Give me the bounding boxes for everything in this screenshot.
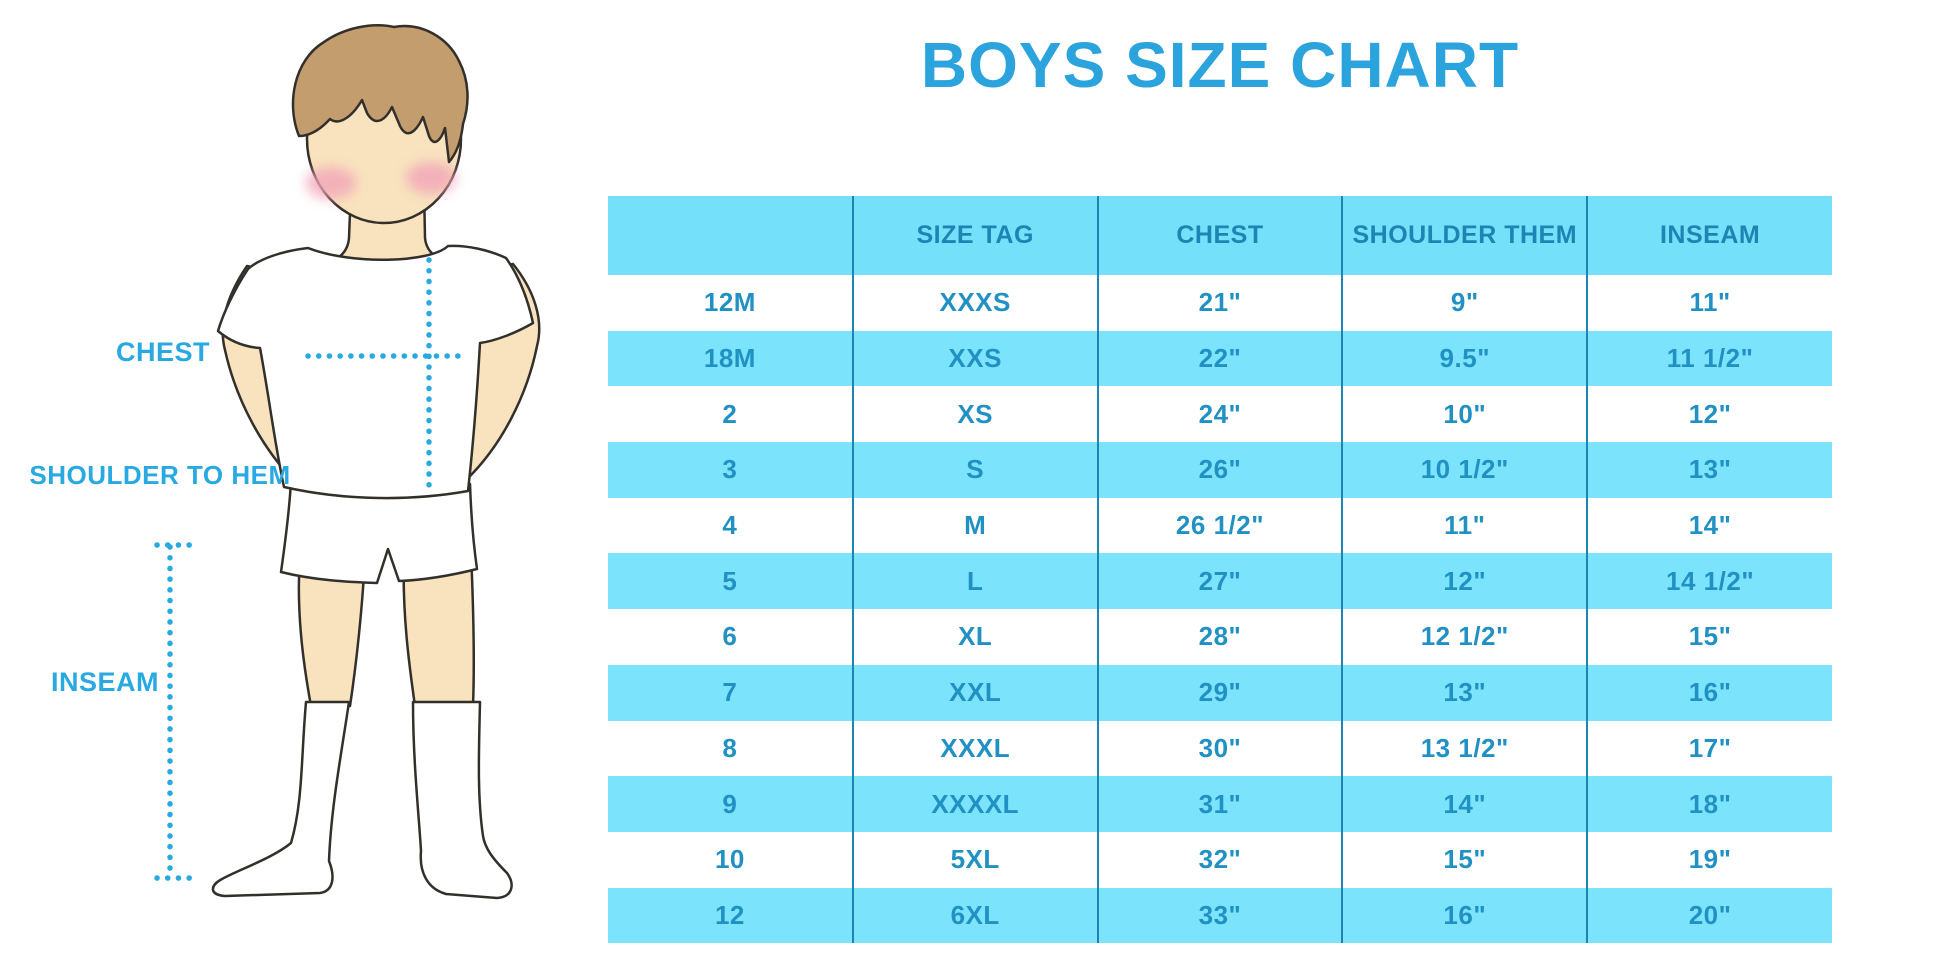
table-cell: 15" (1586, 609, 1832, 665)
table-cell: 13" (1586, 442, 1832, 498)
table-cell: L (851, 553, 1098, 610)
table-cell: 18M (608, 330, 853, 387)
page-title: BOYS SIZE CHART (920, 29, 1520, 101)
table-cell: 30" (1096, 720, 1343, 777)
table-cell: 24" (1096, 386, 1343, 443)
table-cell: 14" (1341, 776, 1588, 832)
table-cell: 10 1/2" (1341, 442, 1588, 498)
col-header-inseam: INSEAM (1586, 196, 1832, 275)
table-row: 2 XS 24" 10" 12" (608, 386, 1832, 443)
size-table-body: 12M XXXS 21" 9" 11" 18M XXS 22" 9.5" 11 1/2" 2 XS 24… (608, 275, 1832, 944)
table-header-row: SIZE TAG CHEST SHOULDER THEM INSEAM (608, 196, 1832, 275)
table-cell: 28" (1096, 609, 1343, 665)
table-row: 7 XXL 29" 13" 16" (608, 664, 1832, 721)
table-cell: 19" (1586, 831, 1832, 888)
table-cell: 2 (722, 398, 738, 429)
table-cell: 11" (1341, 497, 1588, 554)
table-row: 5 L 27" 12" 14 1/2" (608, 553, 1832, 610)
col-header-chest: CHEST (1096, 196, 1343, 275)
table-cell: 5 (608, 553, 853, 610)
col-header-size-tag: SIZE TAG (851, 196, 1098, 275)
table-cell: XXXXL (851, 776, 1098, 832)
table-cell: 33" (1096, 887, 1343, 944)
table-cell: 12" (1586, 386, 1832, 443)
table-row: 8 XXXL 30" 13 1/2" 17" (608, 720, 1832, 777)
table-cell: XXS (851, 330, 1098, 387)
table-cell: 26" (1096, 442, 1343, 498)
table-cell: 16" (1586, 664, 1832, 721)
table-cell: M (851, 497, 1098, 554)
table-cell: 9 (608, 776, 853, 832)
table-cell: 9.5" (1341, 330, 1588, 387)
table-cell: 6 (722, 621, 738, 652)
table-cell: 5XL (851, 831, 1098, 888)
shoulder-to-hem-label: SHOULDER TO HEM (29, 460, 290, 490)
table-cell: 12 (608, 887, 853, 944)
tshirt-shape (216, 244, 535, 500)
table-row: 10 5XL 32" 15" 19" (608, 831, 1832, 888)
table-cell: 12" (1341, 553, 1588, 610)
table-cell: 32" (1096, 831, 1343, 888)
table-cell: 29" (1096, 664, 1343, 721)
table-cell: 26 1/2" (1096, 497, 1343, 554)
table-cell: 7 (608, 664, 853, 721)
table-cell: 13" (1341, 664, 1588, 721)
table-cell: XXXS (851, 275, 1098, 331)
table-row: 12M XXXS 21" 9" 11" (608, 275, 1832, 331)
table-cell: 11 1/2" (1586, 330, 1832, 387)
table-row: 3 S 26" 10 1/2" 13" (608, 442, 1832, 498)
table-cell: 22" (1096, 330, 1343, 387)
table-cell: 9" (1341, 275, 1588, 331)
table-row: 9 XXXXL 31" 14" 18" (608, 776, 1832, 832)
table-row: 18M XXS 22" 9.5" 11 1/2" (608, 330, 1832, 387)
table-cell: 10 (714, 844, 745, 875)
inseam-label: INSEAM (51, 667, 159, 697)
table-cell: 21" (1096, 275, 1343, 331)
table-cell: 3 (608, 442, 853, 498)
left-sock (211, 700, 351, 898)
table-cell: 18" (1586, 776, 1832, 832)
table-cell: 17" (1586, 720, 1832, 777)
boy-illustration: CHEST SHOULDER TO HEM INSEAM (29, 24, 541, 900)
table-row: 6 XL 28" 12 1/2" 15" (608, 609, 1832, 665)
hair-shape (291, 24, 469, 164)
table-cell: 14 1/2" (1586, 553, 1832, 610)
table-cell: 8 (722, 732, 738, 763)
table-cell: 31" (1096, 776, 1343, 832)
col-header-shoulder-hem: SHOULDER THEM (1341, 196, 1588, 275)
table-cell: 13 1/2" (1341, 720, 1588, 777)
table-cell: XXL (851, 664, 1098, 721)
table-cell: 6XL (851, 887, 1098, 944)
table-cell: 15" (1341, 831, 1588, 888)
right-cheek-blush (406, 162, 456, 194)
table-cell: 11" (1586, 275, 1832, 331)
left-cheek-blush (306, 167, 356, 199)
table-row: 4 M 26 1/2" 11" 14" (608, 497, 1832, 554)
table-cell: XS (851, 386, 1098, 443)
table-cell: 16" (1341, 887, 1588, 944)
table-cell: S (851, 442, 1098, 498)
size-table: SIZE TAG CHEST SHOULDER THEM INSEAM 12M X… (608, 196, 1832, 944)
table-cell: 14" (1586, 497, 1832, 554)
table-row: 12 6XL 33" 16" 20" (608, 887, 1832, 944)
table-cell: 12M (703, 287, 756, 318)
left-leg (297, 553, 367, 708)
col-header-size (608, 196, 853, 275)
table-cell: 12 1/2" (1341, 609, 1588, 665)
right-sock (411, 700, 513, 900)
table-cell: 20" (1586, 887, 1832, 944)
table-cell: 10" (1341, 386, 1588, 443)
table-cell: 27" (1096, 553, 1343, 610)
chest-label: CHEST (116, 337, 210, 367)
table-cell: XL (851, 609, 1098, 665)
table-cell: 4 (722, 510, 738, 541)
table-cell: XXXL (851, 720, 1098, 777)
